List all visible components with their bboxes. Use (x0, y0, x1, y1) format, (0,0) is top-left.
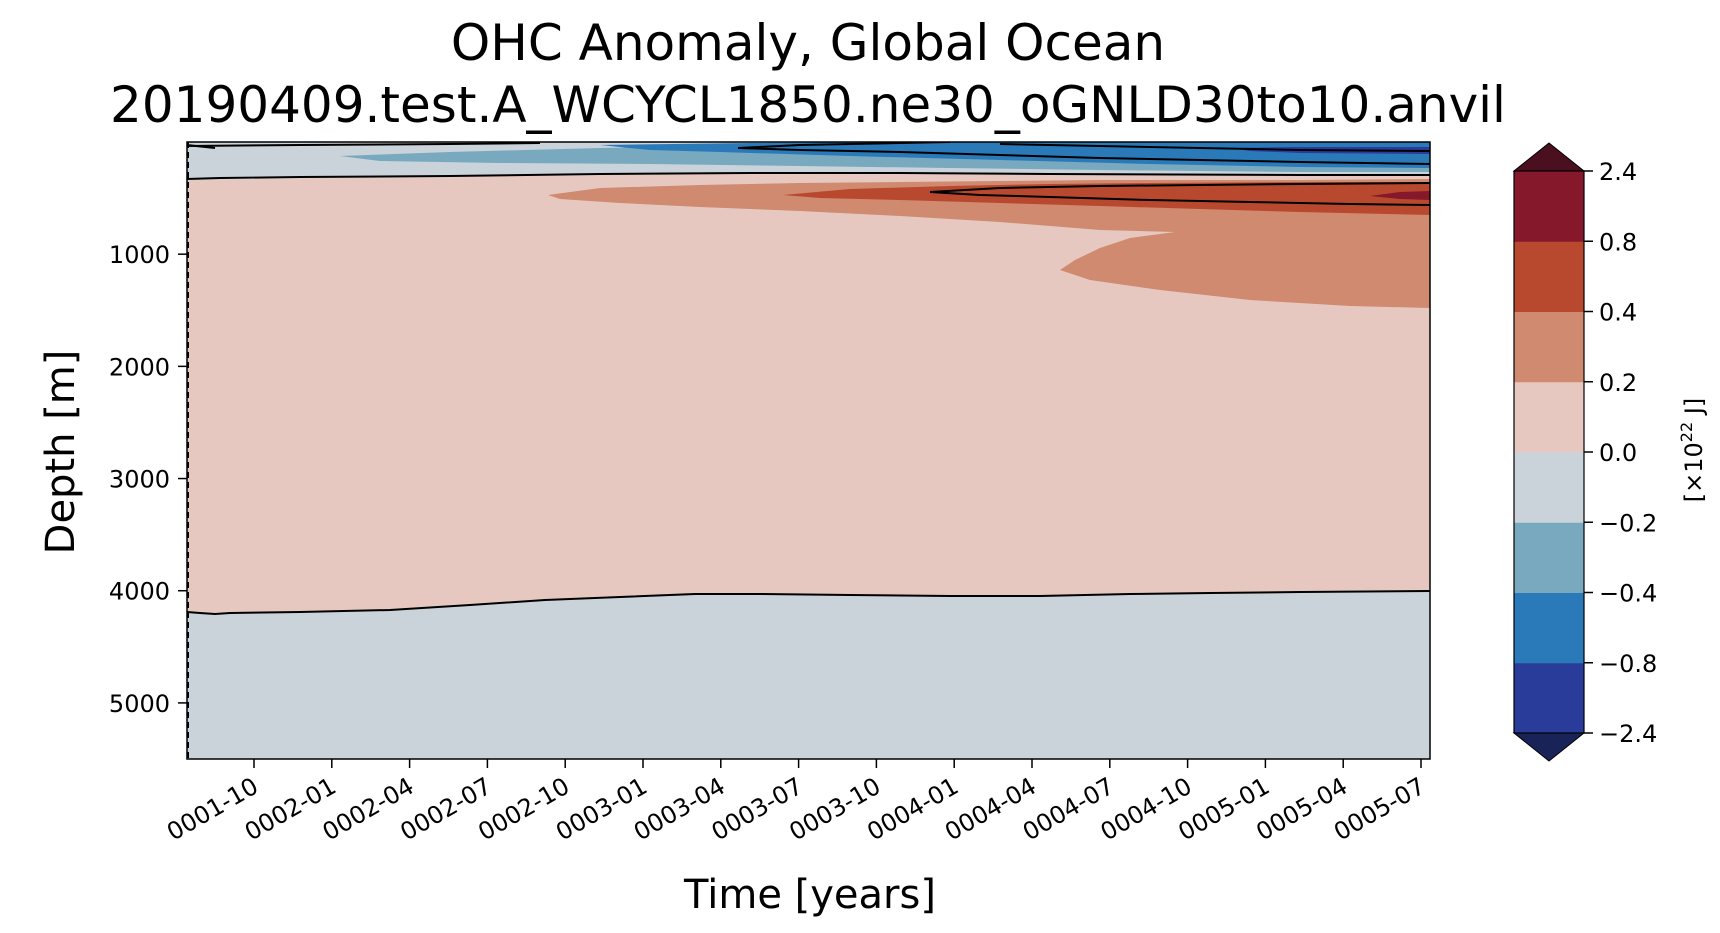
colorbar-ticks: −2.4 −0.8 −0.4 −0.2 0.0 0.2 0.4 0.8 2.4 (1584, 158, 1657, 748)
colorbar-swatch (1514, 592, 1584, 664)
y-tick-label: 5000 (109, 690, 170, 718)
colorbar-tick-label: 0.2 (1599, 369, 1637, 397)
colorbar-swatch (1514, 522, 1584, 593)
contour-line (187, 144, 216, 149)
colorbar-tick-label: 0.8 (1599, 228, 1637, 256)
colorbar-tick-label: −2.4 (1599, 720, 1657, 748)
colorbar-unit-suffix: J] (1680, 398, 1708, 422)
contour-line (999, 143, 1430, 152)
colorbar-swatch (1514, 241, 1584, 312)
contour-line (187, 172, 1430, 180)
colorbar-swatch (1514, 381, 1584, 453)
colorbar-swatch (1514, 662, 1584, 734)
colorbar-tick-label: −0.8 (1599, 650, 1657, 678)
colorbar-tick-label: −0.2 (1599, 509, 1657, 537)
y-tick-label: 2000 (109, 353, 170, 381)
contour-line (187, 590, 1430, 616)
chart-title: OHC Anomaly, Global Ocean (451, 14, 1165, 72)
y-axis-label: Depth [m] (38, 350, 84, 555)
colorbar-tick-label: 0.4 (1599, 299, 1637, 327)
y-axis: 1000 2000 3000 4000 5000 (109, 241, 187, 718)
colorbar: −2.4 −0.8 −0.4 −0.2 0.0 0.2 0.4 0.8 2.4 [×1022 J… (1512, 142, 1708, 762)
region-deep-near-zero (187, 591, 1430, 759)
plot-frame (186, 141, 1431, 760)
contour-lines (187, 142, 1430, 616)
chart-subtitle: 20190409.test.A_WCYCL1850.ne30_oGNLD30to… (110, 76, 1506, 134)
contour-line (737, 147, 1430, 165)
colorbar-unit-prefix: [×10 (1680, 442, 1708, 502)
contour-line (929, 182, 1430, 193)
x-axis: 0001-100002-010002-040002-070002-100003-… (162, 759, 1430, 846)
colorbar-tick-label: −0.4 (1599, 580, 1657, 608)
colorbar-unit-exponent: 22 (1677, 422, 1696, 442)
colorbar-over-triangle (1512, 142, 1586, 172)
colorbar-swatch (1514, 311, 1584, 383)
x-axis-label: Time [years] (683, 872, 936, 918)
colorbar-tick-label: 2.4 (1599, 158, 1637, 186)
region-subsurface-strong-warm (1370, 191, 1430, 200)
contour-line (187, 142, 541, 147)
y-tick-label: 4000 (109, 578, 170, 606)
colorbar-swatch (1514, 452, 1584, 523)
plot-area: 1000 2000 3000 4000 5000 0001-100002-010002-… (109, 141, 1431, 846)
y-tick-label: 1000 (109, 241, 170, 269)
colorbar-under-triangle (1512, 732, 1586, 762)
colorbar-unit-label: [×1022 J] (1677, 398, 1708, 502)
colorbar-swatch (1514, 171, 1584, 242)
region-upper-warm (548, 179, 1430, 308)
colorbar-swatches (1514, 171, 1584, 734)
colorbar-tick-label: 0.0 (1599, 439, 1637, 467)
y-tick-label: 3000 (109, 466, 170, 494)
contour-line (929, 191, 1430, 206)
